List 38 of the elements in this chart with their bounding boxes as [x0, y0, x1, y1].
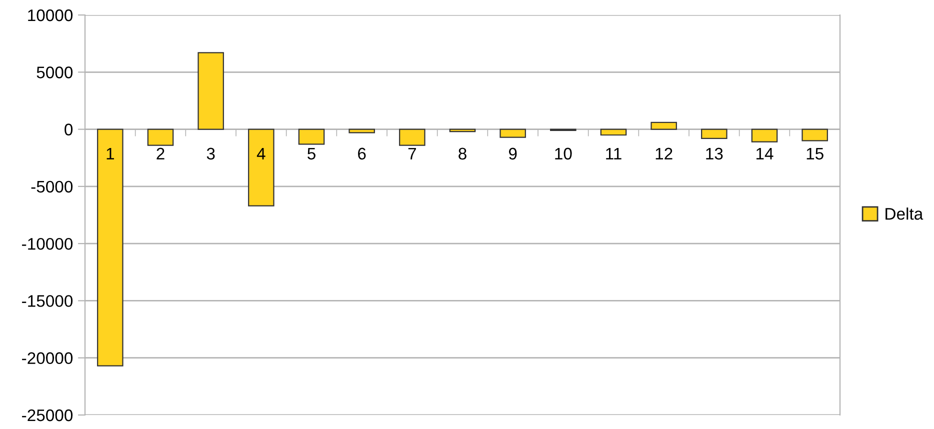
bar [298, 128, 325, 145]
legend-label: Delta [886, 208, 924, 220]
y-tick-label: -10000 [22, 238, 73, 250]
x-tick-label: 4 [256, 148, 266, 160]
bar [97, 128, 124, 366]
bar [147, 128, 174, 146]
bar [449, 128, 476, 132]
x-tick-label: 5 [308, 148, 316, 160]
y-tick-label: -5000 [31, 180, 73, 193]
bar [751, 128, 778, 142]
y-tick-label: 10000 [28, 9, 73, 22]
y-tick-label: -15000 [22, 295, 73, 307]
x-tick-label: 15 [806, 148, 824, 160]
x-tick-label: 2 [156, 148, 164, 160]
bar [701, 128, 728, 139]
bar [600, 128, 627, 136]
x-tick-label: 9 [508, 148, 517, 160]
x-tick-label: 7 [408, 148, 416, 160]
bar [198, 52, 224, 130]
x-tick-label: 12 [656, 148, 672, 160]
bar [802, 128, 828, 142]
x-tick-label: 3 [206, 148, 215, 160]
x-tick-label: 6 [358, 148, 366, 160]
bar [248, 128, 274, 206]
bar [650, 122, 677, 130]
y-tick-label: 0 [64, 124, 73, 136]
x-tick-label: 8 [458, 148, 466, 160]
y-tick-label: -25000 [22, 409, 73, 422]
bar [500, 128, 526, 138]
x-tick-label: 13 [706, 148, 723, 160]
x-tick-label: 10 [555, 148, 572, 160]
bar [399, 128, 426, 146]
y-tick-label: 5000 [36, 66, 73, 78]
x-tick-label: 11 [606, 148, 622, 160]
x-tick-label: 14 [756, 148, 774, 160]
x-tick-label: 1 [106, 148, 114, 160]
y-tick-label: -20000 [22, 352, 73, 364]
bar [348, 128, 375, 134]
